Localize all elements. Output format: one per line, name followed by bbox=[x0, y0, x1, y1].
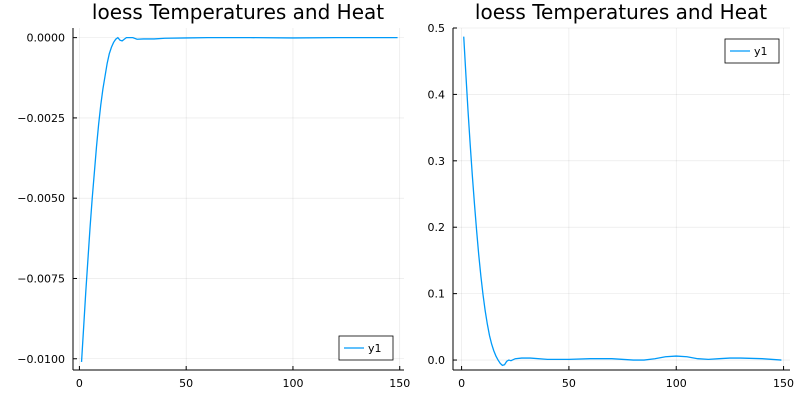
x-tick-label: 100 bbox=[666, 377, 687, 390]
y-tick-label: 0.3 bbox=[428, 155, 446, 168]
chart-title: loess Temperatures and Heat bbox=[475, 0, 767, 24]
chart-panel-left: loess Temperatures and Heat 0 50 100 150 −0… bbox=[17, 0, 410, 390]
grid-lines bbox=[73, 28, 404, 370]
legend-label: y1 bbox=[754, 45, 768, 58]
x-tick-label: 0 bbox=[458, 377, 465, 390]
grid-lines bbox=[453, 27, 790, 370]
x-tick-label: 150 bbox=[773, 377, 794, 390]
legend: y1 bbox=[338, 335, 394, 361]
legend: y1 bbox=[724, 38, 780, 64]
y-tick-label: −0.0025 bbox=[17, 112, 65, 125]
y-tick-label: 0.0 bbox=[428, 354, 446, 367]
x-tick-label: 100 bbox=[282, 377, 303, 390]
legend-label: y1 bbox=[368, 342, 382, 355]
y-ticks: −0.0100 −0.0075 −0.0050 −0.0025 0.0000 bbox=[17, 32, 77, 366]
axes bbox=[72, 28, 404, 371]
x-ticks: 0 50 100 150 bbox=[458, 366, 794, 390]
y-tick-label: −0.0075 bbox=[17, 272, 65, 285]
y-tick-label: 0.5 bbox=[428, 22, 446, 35]
x-tick-label: 150 bbox=[389, 377, 410, 390]
x-tick-label: 50 bbox=[179, 377, 193, 390]
y-tick-label: −0.0050 bbox=[17, 192, 65, 205]
axes bbox=[452, 28, 790, 371]
y-tick-label: 0.0000 bbox=[27, 32, 66, 45]
y-ticks: 0.0 0.1 0.2 0.3 0.4 0.5 bbox=[428, 22, 457, 367]
series-line-y1 bbox=[80, 36, 398, 363]
y-tick-label: −0.0100 bbox=[17, 353, 65, 366]
x-tick-label: 50 bbox=[562, 377, 576, 390]
chart-title: loess Temperatures and Heat bbox=[92, 0, 384, 24]
x-ticks: 0 50 100 150 bbox=[76, 366, 410, 390]
y-tick-label: 0.2 bbox=[428, 221, 446, 234]
y-tick-label: 0.4 bbox=[428, 88, 446, 101]
y-tick-label: 0.1 bbox=[428, 288, 446, 301]
chart-panel-right: loess Temperatures and Heat 0 50 100 150 0.… bbox=[428, 0, 795, 390]
series-line-y1 bbox=[463, 36, 782, 367]
x-tick-label: 0 bbox=[76, 377, 83, 390]
